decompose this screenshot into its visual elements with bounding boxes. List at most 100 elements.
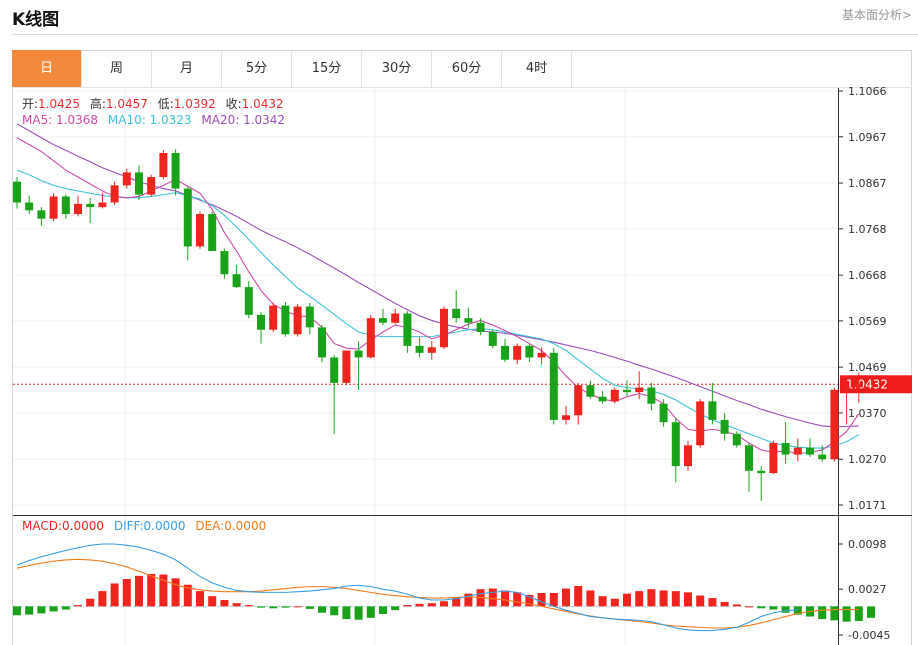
candle-body xyxy=(464,318,473,323)
macd-bar xyxy=(647,589,656,607)
candle-body xyxy=(415,345,424,353)
macd-bar xyxy=(147,573,156,607)
macd-bar xyxy=(342,606,351,620)
macd-bar xyxy=(586,590,595,607)
price-tick-label: 1.0768 xyxy=(848,223,887,236)
candle-body xyxy=(684,445,692,467)
candle-body xyxy=(183,188,192,247)
candle-body xyxy=(452,308,461,319)
macd-bar xyxy=(793,606,802,615)
macd-bar xyxy=(208,596,217,607)
macd-bar xyxy=(440,601,448,607)
candle-body xyxy=(574,385,583,416)
tab-60min[interactable]: 60分 xyxy=(432,50,502,87)
macd-bar xyxy=(135,575,143,607)
candle-body xyxy=(74,203,82,215)
candle-body xyxy=(842,387,851,390)
candle-body xyxy=(49,196,58,219)
candle-body xyxy=(745,445,753,471)
macd-bar xyxy=(122,579,131,607)
price-tick-label: 1.0668 xyxy=(848,269,887,282)
macd-bar xyxy=(635,591,644,607)
candle-body xyxy=(37,210,46,219)
candle-body xyxy=(354,350,363,358)
tab-15min[interactable]: 15分 xyxy=(292,50,362,87)
candle-body xyxy=(232,274,241,288)
macd-bar xyxy=(269,606,278,609)
candle-body xyxy=(696,401,705,446)
macd-bar xyxy=(769,606,778,610)
open-value: 1.0425 xyxy=(38,97,81,111)
macd-bar xyxy=(305,606,314,609)
macd-bar xyxy=(281,606,290,608)
macd-bar xyxy=(330,606,339,616)
tab-30min[interactable]: 30分 xyxy=(362,50,432,87)
macd-bar xyxy=(86,598,95,607)
candle-body xyxy=(330,357,339,383)
tab-5min[interactable]: 5分 xyxy=(222,50,292,87)
macd-tick-label: 0.0098 xyxy=(848,538,887,551)
macd-bar xyxy=(537,593,546,607)
macd-bar xyxy=(37,606,46,614)
candle-body xyxy=(122,172,131,186)
macd-bar xyxy=(854,606,863,621)
price-tick-label: 1.0867 xyxy=(848,177,887,190)
price-tick-label: 1.0171 xyxy=(848,499,887,512)
candle-body xyxy=(720,419,729,434)
candle-body xyxy=(671,422,680,467)
tab-4hour[interactable]: 4时 xyxy=(502,50,572,87)
macd-bar xyxy=(318,606,326,613)
candle-body xyxy=(732,433,741,446)
price-tick-label: 1.0370 xyxy=(848,407,887,420)
macd-bar xyxy=(196,591,204,607)
macd-bar xyxy=(110,583,119,607)
candle-body xyxy=(110,185,119,203)
low-label: 低: xyxy=(157,97,174,111)
candle-body xyxy=(793,447,802,455)
candle-body xyxy=(659,403,668,423)
macd-value: MACD:0.0000 xyxy=(22,519,105,533)
macd-bar xyxy=(830,606,839,621)
dea-value: DEA:0.0000 xyxy=(195,519,267,533)
macd-bar xyxy=(366,606,375,618)
candle-body xyxy=(159,152,168,178)
tab-month[interactable]: 月 xyxy=(152,50,222,87)
candle-body xyxy=(562,415,570,420)
candle-body xyxy=(440,308,448,348)
ma20-value: MA20: 1.0342 xyxy=(201,113,286,127)
macd-bar xyxy=(745,606,753,608)
macd-bar xyxy=(671,591,680,607)
macd-bar xyxy=(720,601,729,607)
ma5-value: MA5: 1.0368 xyxy=(22,113,99,127)
macd-bar xyxy=(171,578,180,607)
macd-bar xyxy=(513,592,522,607)
candle-body xyxy=(488,331,497,346)
macd-bar xyxy=(244,605,253,607)
macd-bar xyxy=(781,606,790,613)
tab-day[interactable]: 日 xyxy=(12,50,82,87)
tab-week[interactable]: 周 xyxy=(82,50,152,87)
macd-tick-label: -0.0045 xyxy=(848,629,890,642)
macd-bar xyxy=(549,593,558,607)
macd-bar xyxy=(415,603,424,607)
candle-body xyxy=(281,305,290,335)
fundamental-analysis-link[interactable]: 基本面分析> xyxy=(841,8,912,22)
macd-bar xyxy=(525,594,534,607)
period-tabs: 日 周 月 5分 15分 30分 60分 4时 xyxy=(12,50,572,87)
macd-bar xyxy=(159,574,168,607)
macd-bar xyxy=(574,586,583,607)
candle-body xyxy=(86,203,95,208)
candle-body xyxy=(25,202,34,211)
candle-body xyxy=(244,287,253,315)
candle-body xyxy=(61,196,70,215)
candle-body xyxy=(318,327,326,358)
candle-body xyxy=(854,384,863,388)
macd-bar xyxy=(501,590,509,607)
candle-body xyxy=(208,214,217,252)
low-value: 1.0392 xyxy=(173,97,216,111)
macd-bar xyxy=(25,606,34,615)
macd-info: MACD:0.0000 DIFF:0.0000 DEA:0.0000 xyxy=(22,519,266,533)
price-tick-label: 1.0569 xyxy=(848,315,887,328)
price-tick-label: 1.1066 xyxy=(848,85,887,98)
